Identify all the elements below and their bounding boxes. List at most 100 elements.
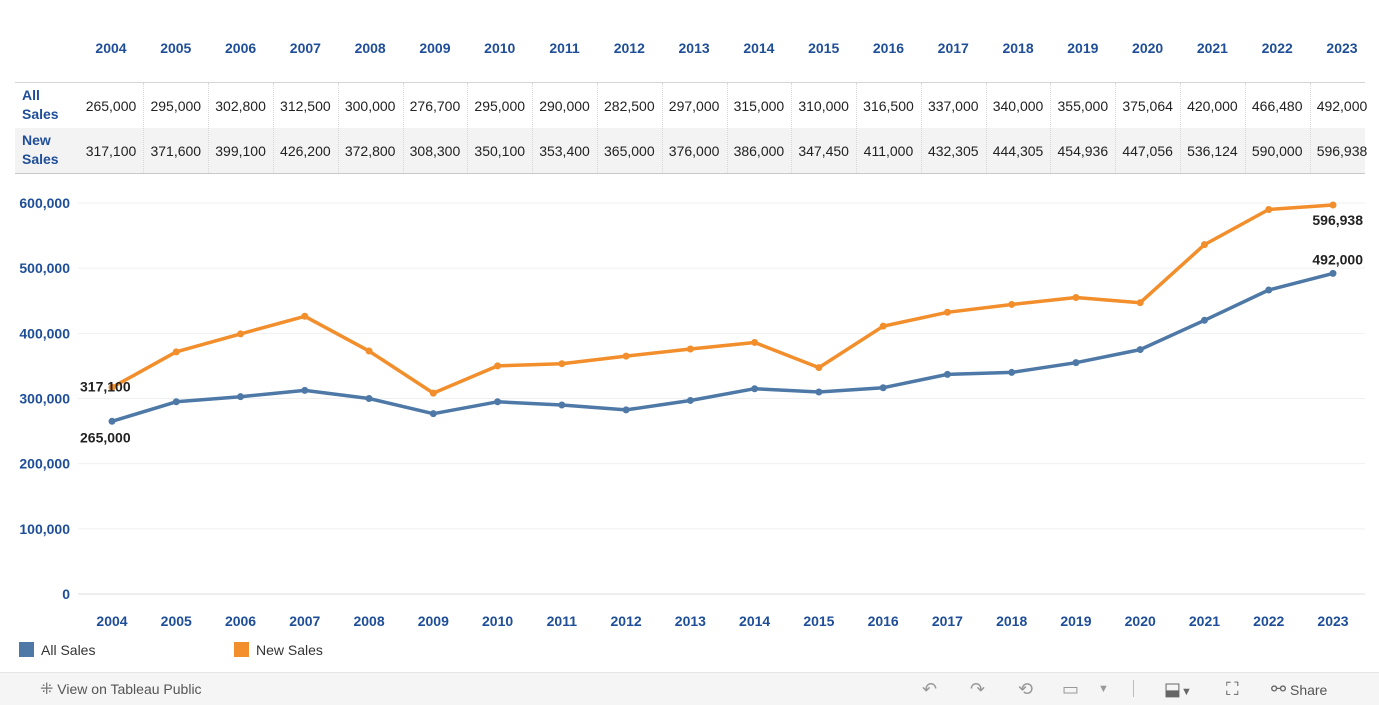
fullscreen-icon[interactable]: ⛶	[1226, 679, 1239, 699]
row-label-all-sales: All Sales	[22, 87, 59, 122]
view-on-tableau-link[interactable]: ⁜ View on Tableau Public	[40, 681, 202, 698]
share-icon: ⚯	[1271, 679, 1287, 699]
data-point[interactable]	[751, 385, 759, 393]
x-tick-label: 2012	[611, 613, 642, 629]
table-separator	[856, 83, 858, 129]
download-icon[interactable]: ⬓▼	[1164, 679, 1192, 699]
series-line-new-sales[interactable]	[110, 203, 1335, 395]
data-point[interactable]	[365, 395, 373, 402]
data-point[interactable]	[1072, 359, 1080, 367]
legend-item-all-sales[interactable]: All Sales	[19, 642, 95, 660]
data-point[interactable]	[686, 396, 694, 404]
data-point[interactable]	[108, 417, 116, 425]
data-point[interactable]	[943, 308, 951, 316]
table-cell-all-2008: 300,000	[344, 98, 396, 114]
data-point[interactable]	[1136, 299, 1144, 307]
refresh-icon[interactable]: ▭	[1062, 679, 1080, 699]
data-point[interactable]	[558, 360, 566, 368]
data-point[interactable]	[429, 389, 437, 397]
table-cell-all-2014: 315,000	[733, 98, 785, 114]
redo-icon[interactable]: ↷	[970, 679, 986, 699]
data-point[interactable]	[494, 362, 502, 370]
table-separator	[208, 83, 210, 129]
data-point[interactable]	[237, 330, 245, 338]
data-point[interactable]	[879, 322, 887, 330]
data-point[interactable]	[1265, 206, 1273, 214]
data-point[interactable]	[172, 398, 180, 406]
data-point[interactable]	[301, 386, 309, 394]
data-label-new-last: 596,938	[1312, 212, 1363, 228]
x-tick-label: 2007	[289, 613, 320, 629]
x-tick-label: 2016	[868, 613, 899, 629]
data-point[interactable]	[429, 410, 437, 418]
data-point[interactable]	[622, 406, 630, 414]
data-point[interactable]	[1008, 368, 1016, 376]
table-cell-all-2019: 355,000	[1057, 98, 1109, 114]
x-tick-label: 2004	[96, 613, 127, 629]
data-point[interactable]	[751, 338, 759, 346]
table-cell-new-2016: 411,000	[863, 143, 914, 159]
series-line-all-sales[interactable]	[110, 271, 1335, 424]
line-chart[interactable]: 0 100,000 200,000 300,000 400,000 500,000 600,…	[0, 180, 1379, 642]
data-point[interactable]	[108, 383, 116, 391]
data-label-new-first: 317,100	[80, 378, 131, 394]
legend-item-new-sales[interactable]: New Sales	[234, 642, 323, 660]
table-separator	[726, 128, 728, 173]
data-point[interactable]	[815, 364, 823, 372]
y-tick-label: 500,000	[19, 260, 70, 276]
x-tick-label: 2017	[932, 613, 963, 629]
table-separator	[272, 83, 274, 129]
table-cell-all-2004: 265,000	[85, 98, 137, 114]
table-separator	[467, 128, 469, 173]
table-separator	[272, 128, 274, 173]
data-point[interactable]	[301, 312, 309, 320]
x-tick-label: 2020	[1125, 613, 1156, 629]
undo-icon[interactable]: ↶	[922, 679, 938, 699]
data-point[interactable]	[1136, 346, 1144, 354]
data-point[interactable]	[365, 347, 373, 355]
revert-icon[interactable]: ⟲	[1018, 679, 1034, 699]
data-point[interactable]	[815, 388, 823, 396]
table-cell-all-2017: 337,000	[927, 98, 979, 114]
data-point[interactable]	[558, 401, 566, 409]
table-row-all-sales: All Sales 265,000 295,000 302,800 312,500 30…	[15, 82, 1367, 129]
data-point[interactable]	[1200, 316, 1208, 324]
table-separator	[726, 83, 728, 129]
data-point[interactable]	[1200, 241, 1208, 249]
legend-swatch-all-sales	[19, 642, 34, 657]
table-separator	[596, 128, 598, 173]
data-point[interactable]	[686, 345, 694, 353]
header-year-2017: 2017	[937, 40, 969, 56]
data-point[interactable]	[1329, 201, 1337, 209]
table-cell-all-2013: 297,000	[668, 98, 720, 114]
data-point[interactable]	[237, 393, 245, 401]
table-cell-all-2006: 302,800	[215, 98, 266, 114]
table-cell-all-2015: 310,000	[798, 98, 849, 114]
table-year-header: 2004 2005 2006 2007 2008 2009 2010 2011 2012 2013…	[0, 40, 1379, 60]
data-point[interactable]	[1008, 300, 1016, 308]
y-tick-label: 600,000	[19, 195, 70, 211]
table-separator	[661, 83, 663, 129]
table-cell-new-2015: 347,450	[798, 143, 849, 159]
dropdown-icon[interactable]: ▼	[1098, 683, 1109, 695]
table-cell-new-2013: 376,000	[668, 143, 720, 159]
table-separator	[1309, 83, 1311, 129]
x-tick-label: 2019	[1060, 613, 1091, 629]
data-point[interactable]	[1329, 269, 1337, 277]
table-cell-all-2020: 375,064	[1122, 98, 1173, 114]
data-point[interactable]	[943, 370, 951, 378]
data-point[interactable]	[622, 352, 630, 360]
share-button[interactable]: ⚯ Share	[1271, 679, 1328, 699]
data-point[interactable]	[494, 398, 502, 406]
data-point[interactable]	[879, 384, 887, 392]
x-tick-label: 2022	[1253, 613, 1284, 629]
header-year-2005: 2005	[160, 40, 192, 56]
header-year-2022: 2022	[1261, 40, 1293, 56]
x-tick-label: 2023	[1317, 613, 1348, 629]
data-point[interactable]	[172, 348, 180, 356]
data-point[interactable]	[1072, 294, 1080, 302]
x-tick-label: 2008	[353, 613, 384, 629]
table-cell-all-2016: 316,500	[863, 98, 914, 114]
y-tick-label: 400,000	[19, 325, 70, 341]
data-point[interactable]	[1265, 286, 1273, 294]
